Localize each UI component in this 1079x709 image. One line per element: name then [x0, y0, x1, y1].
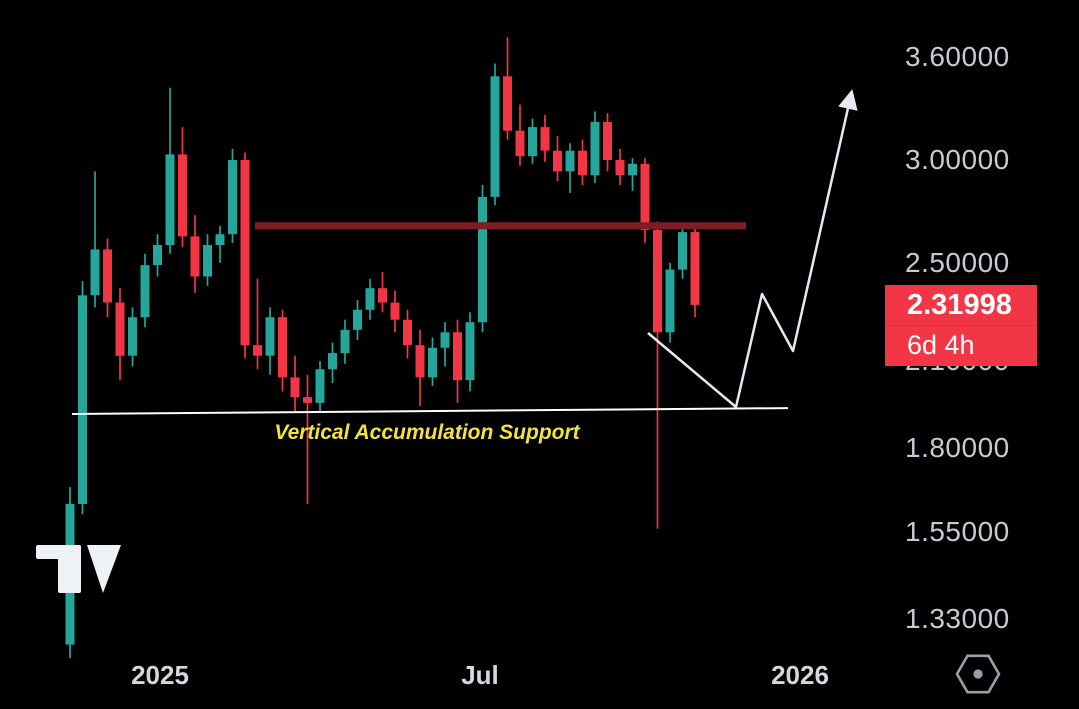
support-annotation-text[interactable]: Vertical Accumulation Support — [274, 421, 580, 444]
candle-body — [453, 332, 462, 381]
current-price-value: 2.31998 — [885, 285, 1037, 325]
candle-body — [190, 236, 200, 277]
candle-body — [428, 347, 437, 378]
candle-body — [240, 160, 250, 346]
candle-body — [290, 377, 300, 398]
candle-body — [403, 319, 412, 346]
candle-body — [278, 317, 287, 378]
candle-body — [665, 269, 675, 333]
tradingview-logo-icon[interactable] — [36, 545, 121, 593]
y-axis-label: 1.33000 — [905, 603, 1010, 634]
candle-body — [178, 154, 187, 237]
candle-body — [553, 150, 562, 172]
candle-body — [503, 76, 512, 131]
candle-body — [378, 288, 387, 303]
candle-body — [515, 130, 525, 157]
candle-body — [365, 288, 375, 310]
candle-body — [465, 322, 475, 381]
candle-body — [415, 345, 425, 378]
candle-body — [653, 229, 662, 333]
x-axis-label: Jul — [461, 660, 499, 690]
candle-body — [78, 295, 87, 504]
candle-body — [565, 150, 575, 172]
support-trendline[interactable] — [71, 407, 789, 415]
candle-body — [340, 329, 350, 354]
candle-body — [603, 121, 612, 160]
candle-body — [115, 302, 125, 356]
candle-body — [128, 317, 137, 356]
candle-body — [578, 150, 587, 176]
candle-body — [690, 232, 700, 305]
y-axis-label: 3.00000 — [905, 144, 1010, 175]
candle-body — [265, 317, 275, 356]
y-axis-label: 1.80000 — [905, 432, 1010, 463]
candle-body — [303, 397, 312, 403]
candle-body — [440, 332, 450, 348]
candle-body — [328, 353, 337, 370]
candle-body — [353, 309, 362, 330]
projection-arrow[interactable] — [647, 89, 858, 409]
y-axis-label: 2.50000 — [905, 247, 1010, 278]
candle-body — [540, 127, 550, 151]
candle-body — [528, 127, 537, 157]
current-price-label: 2.31998 6d 4h — [885, 285, 1037, 366]
candle-body — [490, 76, 500, 197]
candle-body — [678, 232, 687, 270]
bar-close-countdown: 6d 4h — [885, 325, 1037, 366]
candle-body — [203, 245, 212, 277]
candle-body — [228, 160, 237, 235]
candle-body — [628, 163, 637, 176]
candle-body — [253, 345, 262, 356]
y-axis-label: 3.60000 — [905, 41, 1010, 72]
candle-body — [90, 249, 100, 296]
x-axis-label: 2026 — [771, 660, 829, 690]
candle-body — [615, 160, 625, 176]
y-axis-label: 1.55000 — [905, 516, 1010, 547]
candle-body — [140, 265, 150, 318]
candle-body — [640, 163, 650, 230]
candle-body — [315, 369, 325, 403]
candle-body — [590, 121, 600, 176]
candle-body — [165, 154, 175, 245]
candle-body — [390, 302, 400, 320]
candle-body — [103, 249, 112, 303]
time-axis[interactable]: 2025 Jul 2026 — [0, 658, 1079, 702]
hexagon-icon[interactable] — [955, 654, 1001, 694]
candle-body — [478, 196, 487, 323]
candle-body — [215, 234, 225, 245]
x-axis-label: 2025 — [131, 660, 189, 690]
candle-body — [153, 245, 162, 265]
